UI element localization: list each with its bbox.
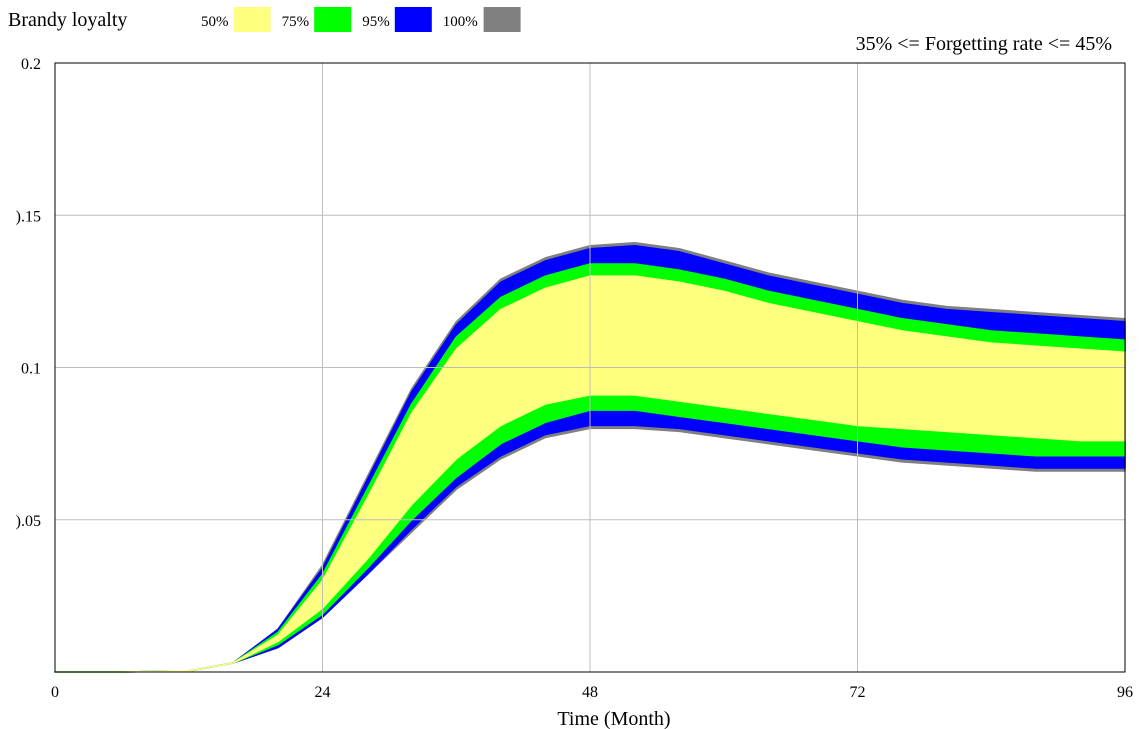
chart-title: Brandy loyalty	[8, 9, 127, 31]
x-axis-label: Time (Month)	[557, 708, 670, 729]
legend-swatch	[483, 7, 521, 32]
gridlines	[55, 63, 1125, 672]
x-axis-ticks: 0 24 48 72 96	[51, 684, 1133, 701]
x-tick-label: 96	[1117, 684, 1133, 701]
legend: 50% 75% 95% 100%	[201, 7, 521, 32]
plot-frame	[54, 62, 1126, 673]
y-tick-label: ).15	[16, 208, 41, 225]
x-tick-label: 48	[582, 684, 598, 701]
y-tick-label: 0.1	[21, 361, 41, 378]
x-tick-label: 24	[315, 684, 331, 701]
x-tick-label: 72	[850, 684, 866, 701]
x-tick-label: 0	[51, 684, 59, 701]
legend-label: 95%	[362, 14, 390, 30]
legend-swatch	[314, 7, 352, 32]
legend-swatch	[394, 7, 432, 32]
y-axis-ticks: ).05 0.1 ).15 0.2	[16, 56, 41, 530]
y-tick-label: 0.2	[21, 56, 41, 73]
annotation: 35% <= Forgetting rate <= 45%	[856, 33, 1112, 55]
legend-label: 75%	[282, 14, 310, 30]
y-tick-label: ).05	[16, 513, 41, 530]
legend-swatch	[233, 7, 271, 32]
legend-label: 100%	[443, 14, 478, 30]
legend-label: 50%	[201, 14, 229, 30]
